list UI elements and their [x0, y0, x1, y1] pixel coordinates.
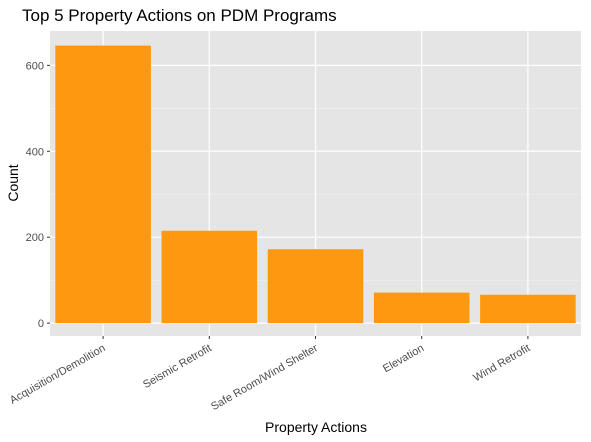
x-tick-label: Safe Room/Wind Shelter: [209, 342, 320, 413]
y-axis-title: Count: [5, 164, 21, 201]
x-axis-title: Property Actions: [265, 419, 367, 435]
bar-elevation: [373, 292, 470, 324]
x-axis: Acquisition/Demolition Seismic RetrofitSa…: [8, 336, 532, 413]
bar-safe-room-wind-shelter: [267, 249, 364, 324]
bar-seismic-retrofit: [161, 230, 258, 324]
y-tick-label: 600: [26, 60, 44, 72]
x-tick-label: Wind Retrofit: [471, 342, 532, 384]
y-tick-label: 0: [38, 318, 44, 330]
x-tick-label: Seismic Retrofit: [141, 342, 214, 391]
x-tick-label: Acquisition/Demolition: [8, 342, 108, 407]
bars: [55, 45, 576, 324]
x-tick-label: Elevation: [381, 342, 426, 375]
y-tick-label: 200: [26, 232, 44, 244]
y-tick-label: 400: [26, 146, 44, 158]
chart-title: Top 5 Property Actions on PDM Programs: [22, 6, 337, 25]
bar-wind-retrofit: [480, 294, 576, 324]
bar-acquisition-demolition: [55, 45, 151, 324]
y-axis: 0 200 400 600: [26, 60, 50, 330]
